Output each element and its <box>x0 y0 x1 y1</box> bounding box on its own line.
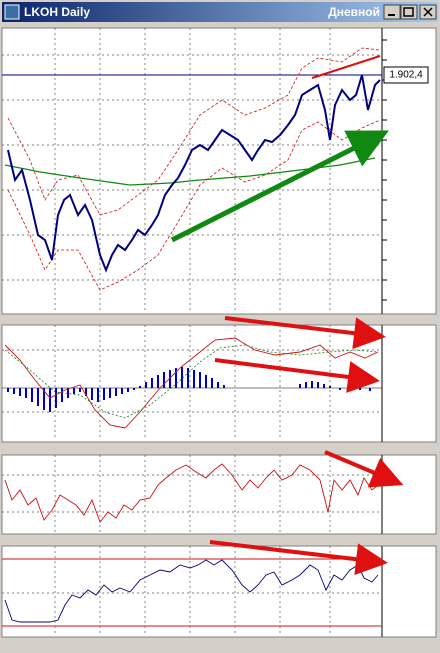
lower-band <box>7 119 381 291</box>
divergence-arrow <box>224 316 386 350</box>
oscillator-panel <box>1 450 437 535</box>
title-bar: LKOH Daily Дневной <box>2 2 438 22</box>
divergence-arrow <box>324 450 404 488</box>
oscillator-line <box>4 463 379 523</box>
macd-histogram <box>7 367 371 412</box>
price-tag: 1.902,4 <box>389 70 423 81</box>
divergence-arrow <box>209 540 388 576</box>
grid <box>2 455 382 532</box>
panel-bg <box>1 27 437 315</box>
macd-line <box>4 337 379 429</box>
minimize-button[interactable] <box>383 4 401 20</box>
divergence-arrow <box>214 358 380 393</box>
signal-line <box>4 344 379 419</box>
panel-bg <box>1 454 437 535</box>
grid <box>2 28 382 312</box>
price-tag-box <box>383 66 429 84</box>
stochastic-panel <box>1 540 437 638</box>
upper-band <box>7 47 381 216</box>
macd-panel <box>1 316 437 443</box>
close-icon <box>423 7 433 17</box>
maximize-icon <box>403 7 414 17</box>
window-title: LKOH Daily <box>24 5 90 19</box>
grid <box>2 325 382 440</box>
price-panel: 1.902,4 <box>1 27 437 315</box>
stochastic-line <box>4 559 379 623</box>
timeframe-tab[interactable]: Дневной <box>328 5 380 19</box>
divergence-line <box>311 55 381 79</box>
app-icon <box>4 4 20 20</box>
trend-arrow <box>170 130 389 243</box>
title-bar-bg <box>2 2 438 22</box>
price-series <box>7 74 381 273</box>
